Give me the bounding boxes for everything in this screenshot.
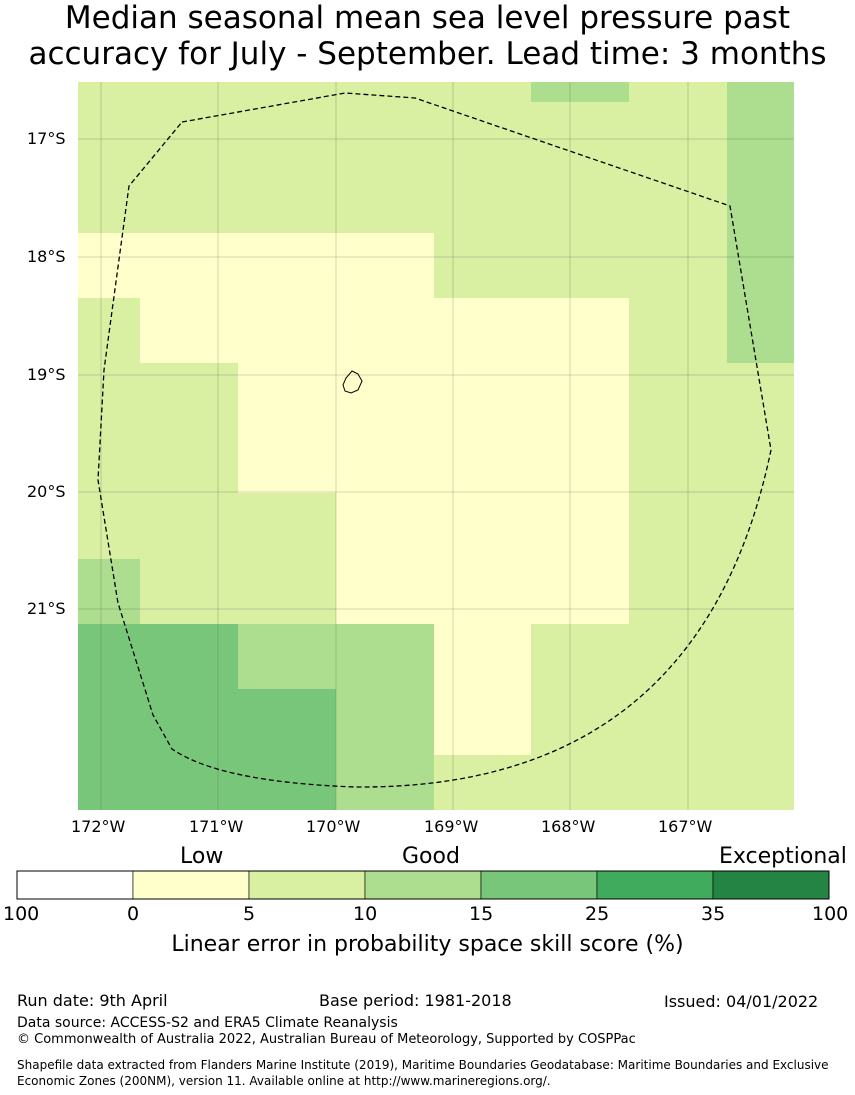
island-outline [342,370,363,394]
lon-label-169w: 169°W [424,817,479,836]
map-title-line-1: Median seasonal mean sea level pressure … [64,0,791,36]
lat-label-18s: 18°S [27,247,66,266]
colorbar-swatch [248,870,366,900]
grid-cell [78,233,434,298]
colorbar-tick-5: 25 [585,903,610,925]
colorbar-swatch [596,870,714,900]
colorbar-swatch [712,870,830,900]
grid-cell [531,82,629,102]
lon-label-170w: 170°W [306,817,361,836]
colorbar-tick-7: 100 [812,903,849,925]
base-period: Base period: 1981-2018 [319,991,512,1010]
grid-cell [238,689,336,810]
skill-grid-cells [78,82,794,810]
grid-cell [78,624,238,810]
shapefile-credit: Shapefile data extracted from Flanders M… [17,1058,829,1088]
run-date: Run date: 9th April [17,991,168,1010]
copyright: © Commonwealth of Australia 2022, Austra… [17,1032,636,1047]
colorbar-tick-1: 0 [127,903,140,925]
lon-label-168w: 168°W [541,817,596,836]
map-title-line-2: accuracy for July - September. Lead time… [28,36,827,72]
colorbar-frame [16,870,830,900]
grid-cell [238,624,336,689]
grid-cell [727,82,794,363]
skill-score-map [78,82,794,810]
grid-cell [336,493,629,624]
eez-boundary [97,92,772,788]
lon-label-171w: 171°W [189,817,244,836]
grid-cell [336,624,434,810]
lon-label-167w: 167°W [658,817,713,836]
colorbar-tick-4: 15 [469,903,494,925]
graticule-lines [78,82,794,810]
colorbar-label: Linear error in probability space skill … [171,932,684,957]
data-source: Data source: ACCESS-S2 and ERA5 Climate … [17,1015,398,1031]
lat-label-20s: 20°S [27,482,66,501]
colorbar-swatch [480,870,598,900]
category-good: Good [402,844,460,869]
colorbar-tick-2: 5 [243,903,256,925]
colorbar-swatch [132,870,250,900]
grid-cell [434,624,531,755]
lat-label-21s: 21°S [27,599,66,618]
lat-label-19s: 19°S [27,365,66,384]
category-low: Low [180,844,224,869]
colorbar-tick-3: 10 [353,903,378,925]
colorbar-tick-6: 35 [701,903,726,925]
colorbar-swatch [16,870,134,900]
category-exceptional: Exceptional [719,844,847,869]
grid-cell [140,298,629,363]
colorbar-tick-0: 100 [3,903,40,925]
grid-cell [238,363,629,493]
lon-label-172w: 172°W [71,817,126,836]
lat-label-17s: 17°S [27,129,66,148]
colorbar-swatches [16,870,830,900]
grid-cell [78,559,140,624]
colorbar [16,870,830,900]
colorbar-swatch [364,870,482,900]
issued-date: Issued: 04/01/2022 [664,992,819,1011]
